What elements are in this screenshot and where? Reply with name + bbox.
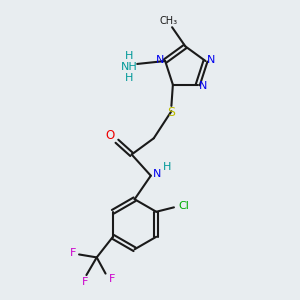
Text: N: N (156, 55, 164, 64)
Text: H: H (163, 162, 171, 172)
Text: F: F (109, 274, 115, 284)
Text: H: H (125, 73, 133, 83)
Text: CH₃: CH₃ (160, 16, 178, 26)
Text: N: N (152, 169, 161, 179)
Text: O: O (106, 129, 115, 142)
Text: F: F (82, 277, 88, 286)
Text: F: F (69, 248, 76, 258)
Text: N: N (207, 55, 215, 64)
Text: Cl: Cl (178, 201, 189, 211)
Text: H: H (125, 51, 133, 61)
Text: N: N (199, 81, 207, 91)
Text: S: S (167, 106, 175, 119)
Text: NH: NH (121, 62, 137, 73)
